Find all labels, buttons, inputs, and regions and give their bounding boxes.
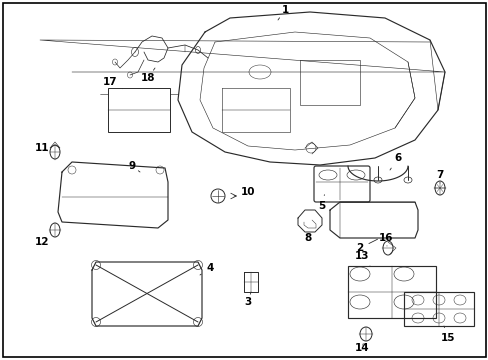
Text: 10: 10 xyxy=(234,187,255,197)
Bar xyxy=(108,88,170,132)
Text: 9: 9 xyxy=(128,161,140,172)
Text: 7: 7 xyxy=(435,170,443,183)
Bar xyxy=(347,266,435,318)
Text: 14: 14 xyxy=(354,343,368,353)
Text: 6: 6 xyxy=(389,153,401,170)
Text: 4: 4 xyxy=(200,263,213,275)
Text: 16: 16 xyxy=(378,233,392,246)
Bar xyxy=(403,292,473,326)
Text: 3: 3 xyxy=(244,292,251,307)
Text: 13: 13 xyxy=(354,251,369,266)
Text: 8: 8 xyxy=(304,233,311,243)
Text: 17: 17 xyxy=(102,77,122,89)
Text: 1: 1 xyxy=(278,5,288,20)
Text: 18: 18 xyxy=(141,68,155,83)
Text: 12: 12 xyxy=(35,232,50,247)
Text: 11: 11 xyxy=(35,143,49,153)
Text: 15: 15 xyxy=(440,326,454,343)
Text: 2: 2 xyxy=(356,239,377,253)
Text: 5: 5 xyxy=(318,195,325,211)
